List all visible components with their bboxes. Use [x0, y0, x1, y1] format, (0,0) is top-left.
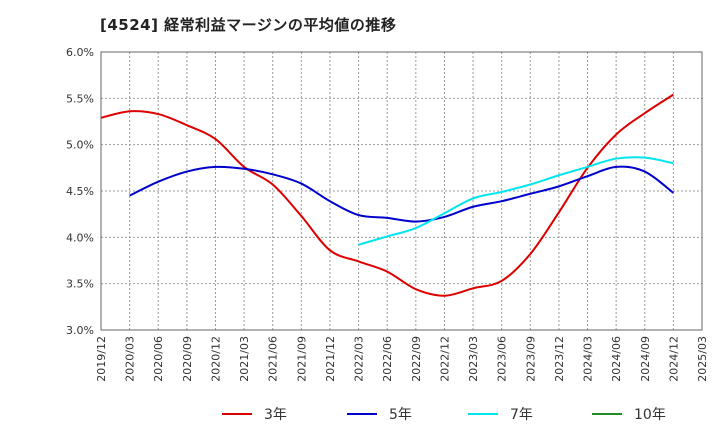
x-tick-label: 2022/12	[438, 336, 451, 382]
y-tick-label: 5.5%	[66, 92, 94, 105]
legend-label: 7年	[510, 407, 533, 423]
legend-label: 3年	[264, 407, 287, 423]
series-layer	[100, 93, 674, 297]
y-tick-label: 6.0%	[66, 46, 94, 59]
x-tick-label: 2021/12	[324, 336, 337, 382]
series-line-2	[129, 165, 674, 223]
x-tick-label: 2019/12	[95, 336, 108, 382]
x-tick-label: 2023/12	[553, 336, 566, 382]
x-axis-ticks: 2019/12 2020/03 2020/06 2020/09 2020/12 2021/…	[95, 336, 709, 382]
x-tick-label: 2020/06	[152, 336, 165, 382]
x-tick-label: 2023/09	[524, 336, 537, 382]
x-tick-label: 2022/06	[381, 336, 394, 382]
x-tick-label: 2022/09	[410, 336, 423, 382]
x-tick-label: 2022/03	[353, 336, 366, 382]
series-line-3	[358, 156, 674, 246]
plot-frame	[100, 51, 703, 331]
legend-label: 10年	[634, 407, 666, 423]
x-tick-label: 2020/12	[209, 336, 222, 382]
x-tick-label: 2021/09	[295, 336, 308, 382]
legend-label: 5年	[389, 407, 412, 423]
grid-layer	[101, 52, 702, 330]
y-tick-label: 4.5%	[66, 185, 94, 198]
x-tick-label: 2023/06	[496, 336, 509, 382]
x-tick-label: 2024/09	[639, 336, 652, 382]
y-tick-label: 5.0%	[66, 139, 94, 152]
x-tick-label: 2024/06	[610, 336, 623, 382]
y-axis-ticks: 3.0% 3.5% 4.0% 4.5% 5.0% 5.5% 6.0%	[66, 46, 94, 337]
x-tick-label: 2021/03	[238, 336, 251, 382]
x-tick-label: 2025/03	[696, 336, 709, 382]
legend: 3年 5年 7年 10年	[222, 407, 666, 423]
x-tick-label: 2023/03	[467, 336, 480, 382]
x-tick-label: 2024/12	[667, 336, 680, 382]
y-tick-label: 3.5%	[66, 278, 94, 291]
y-tick-label: 4.0%	[66, 231, 94, 244]
x-tick-label: 2020/03	[124, 336, 137, 382]
chart-title: [4524] 経常利益マージンの平均値の推移	[100, 16, 397, 34]
x-tick-label: 2020/09	[181, 336, 194, 382]
x-tick-label: 2021/06	[267, 336, 280, 382]
y-tick-label: 3.0%	[66, 324, 94, 337]
x-tick-label: 2024/03	[582, 336, 595, 382]
